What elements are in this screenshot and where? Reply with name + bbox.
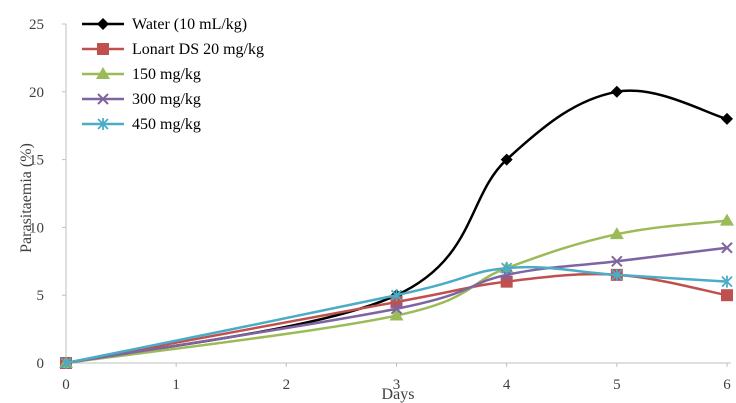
y-axis-label: Parasitaemia (%) (18, 143, 35, 253)
data-point (721, 112, 733, 125)
series-5 (60, 262, 733, 369)
data-point (610, 85, 623, 98)
data-point (611, 268, 623, 281)
data-point (611, 255, 623, 268)
legend-item: 300 mg/kg (82, 91, 201, 108)
legend-marker (97, 18, 109, 30)
legend-item: Lonart DS 20 mg/kg (82, 41, 264, 58)
data-point (721, 242, 733, 254)
legend-label: Water (10 mL/kg) (132, 16, 247, 33)
legend-label: 450 mg/kg (132, 116, 201, 133)
data-point (609, 227, 624, 240)
marker-stroke (97, 93, 109, 105)
marker-stroke (611, 255, 623, 268)
y-tick-label: 5 (37, 288, 45, 304)
marker-stroke (390, 303, 403, 315)
x-tick-label: 2 (283, 377, 291, 393)
y-tick-label: 0 (37, 356, 45, 372)
y-tick-label: 25 (29, 17, 44, 33)
data-point (390, 289, 403, 302)
data-point (60, 357, 72, 369)
x-tick-label: 5 (613, 377, 621, 393)
x-tick-label: 0 (62, 377, 70, 393)
legend-label: Lonart DS 20 mg/kg (132, 41, 264, 58)
legend-marker (97, 118, 109, 130)
data-point (721, 289, 733, 302)
x-tick-label: 6 (723, 377, 731, 393)
legend-label: 150 mg/kg (132, 66, 201, 83)
x-tick-label: 4 (503, 377, 511, 393)
data-point (721, 275, 733, 288)
legend-marker (96, 67, 110, 79)
legend-item: 150 mg/kg (82, 66, 201, 83)
legend-marker (97, 93, 109, 105)
marker-stroke (721, 242, 733, 254)
y-tick-label: 10 (29, 220, 44, 236)
data-point (390, 303, 403, 315)
data-point (500, 275, 513, 288)
data-point (720, 213, 734, 226)
series-layer (59, 85, 734, 369)
x-axis-label: Days (382, 386, 415, 403)
data-point (501, 262, 513, 275)
x-tick-label: 1 (172, 377, 180, 393)
legend-marker (97, 43, 109, 55)
legend: Water (10 mL/kg) Lonart DS 20 mg/kg 150 mg… (82, 16, 264, 133)
data-point (500, 153, 513, 166)
x-tick-label: 3 (393, 377, 401, 393)
legend-item: 450 mg/kg (82, 116, 201, 133)
series-line (65, 246, 728, 365)
legend-label: 300 mg/kg (132, 91, 201, 108)
y-tick-label: 20 (29, 85, 44, 101)
series-line (65, 219, 728, 365)
y-tick-label: 15 (29, 153, 44, 169)
series-line (65, 265, 728, 365)
axes: 0 5 10 15 20 25 0 1 2 3 4 5 6 (29, 17, 731, 393)
data-point (389, 308, 404, 321)
legend-item: Water (10 mL/kg) (82, 16, 247, 33)
